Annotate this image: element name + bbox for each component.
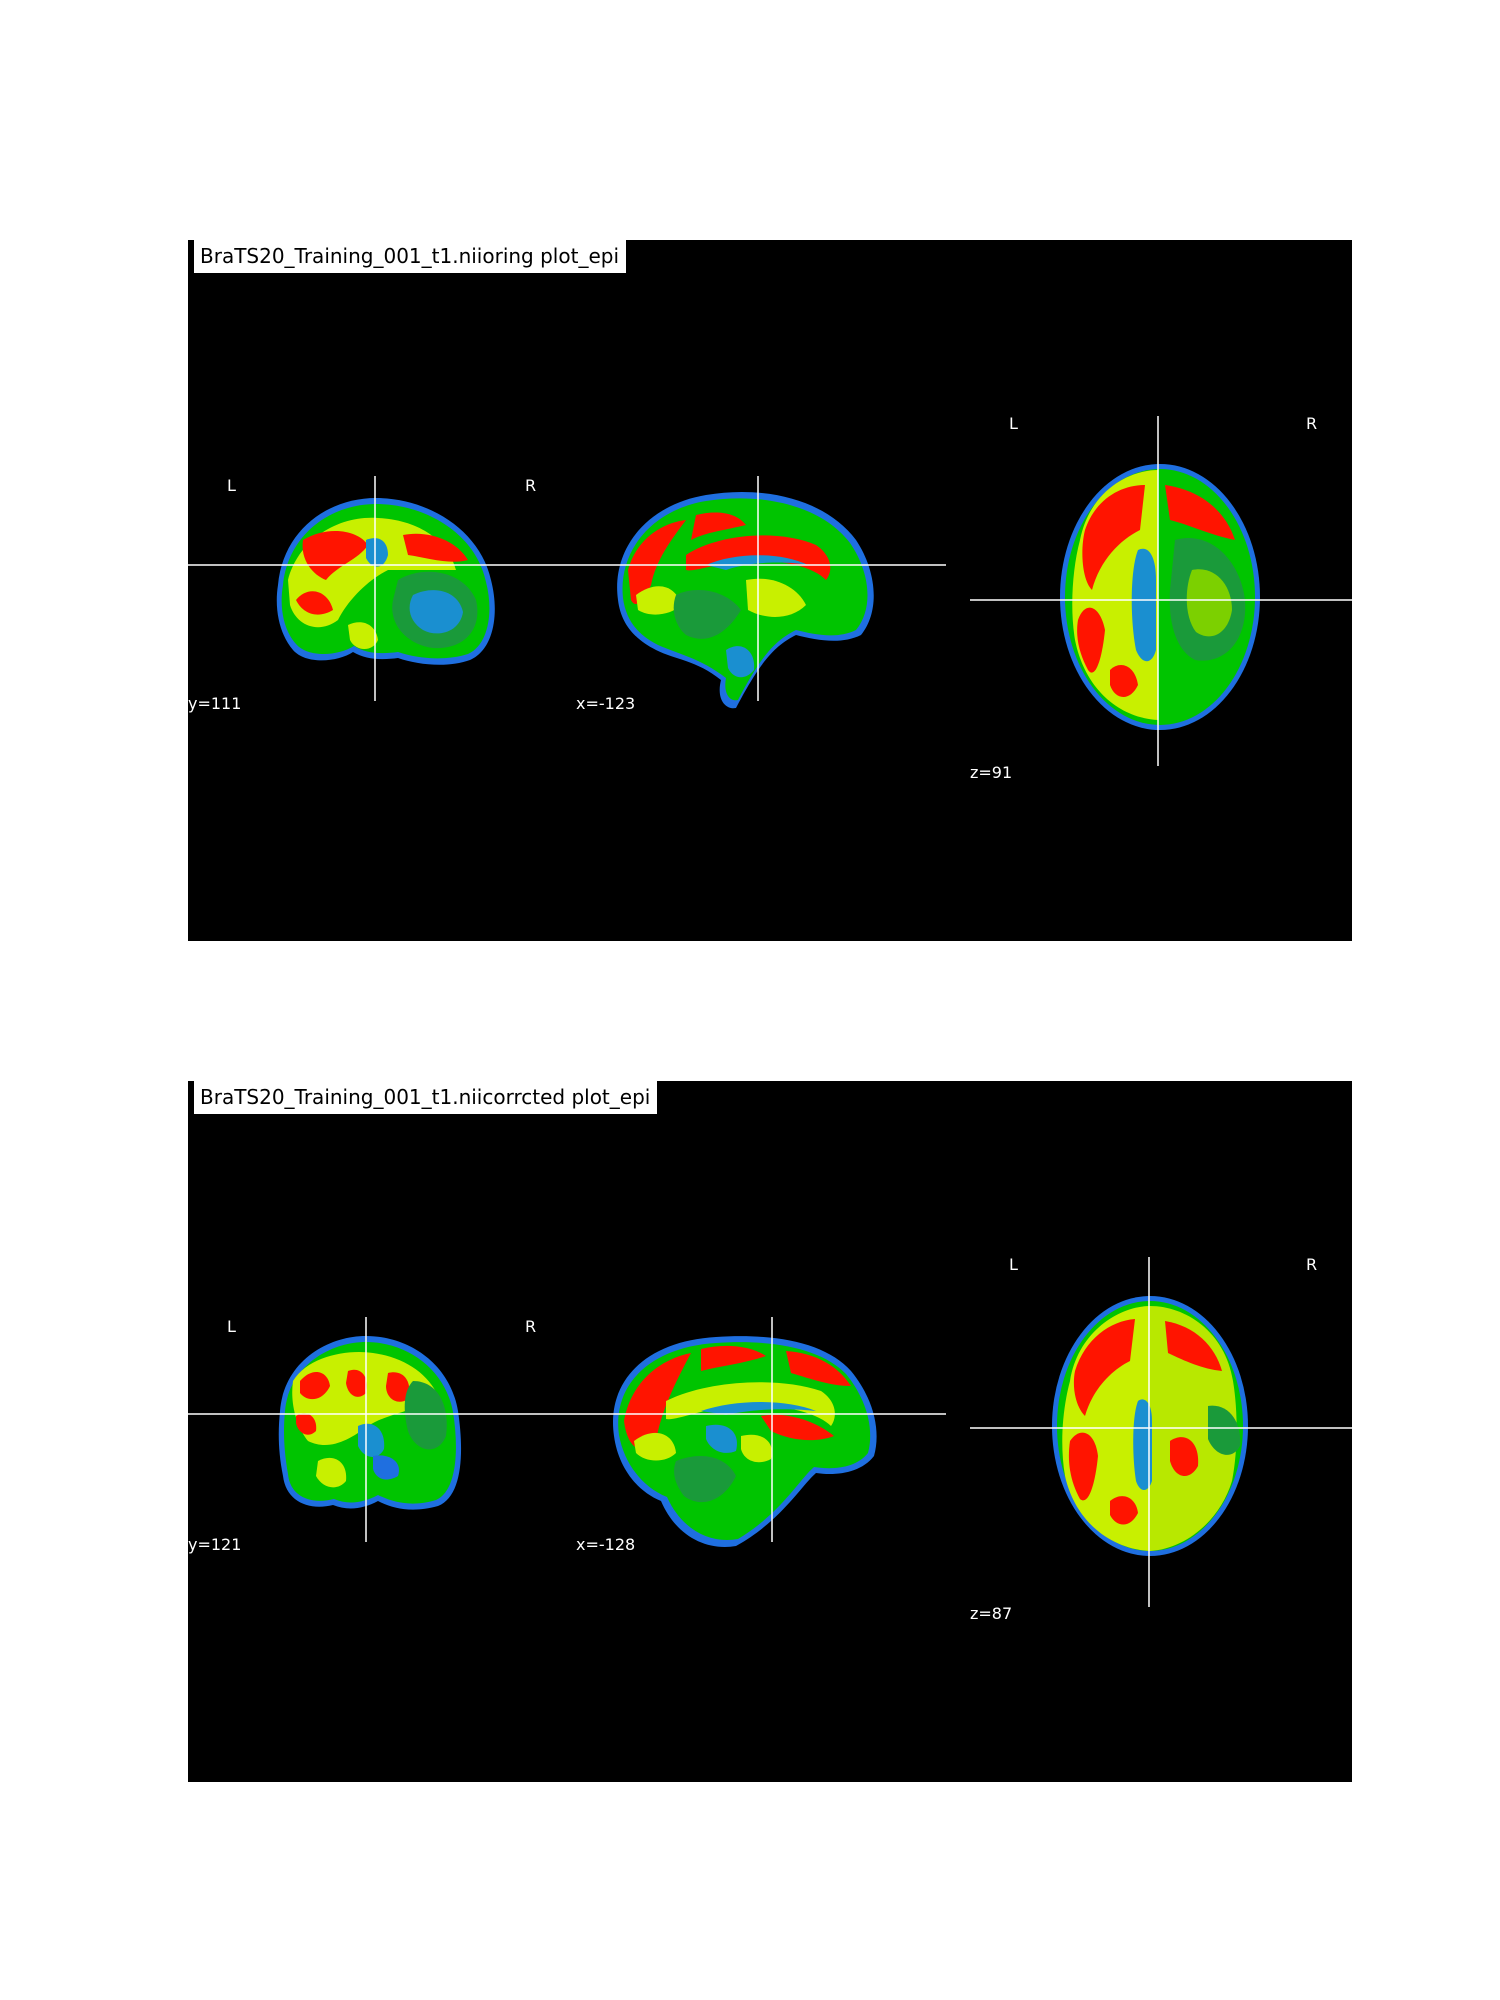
coronal-left-label: L xyxy=(227,476,236,495)
sagittal-view: x=-128 xyxy=(576,1081,946,1782)
coronal-view: L R y=111 xyxy=(188,240,576,941)
sagittal-slice-image xyxy=(576,1317,946,1547)
axial-right-label: R xyxy=(1306,1255,1318,1274)
coronal-slice-image xyxy=(188,1317,576,1542)
axial-view: L R z=87 xyxy=(970,1081,1352,1782)
coronal-coordinate-label: y=121 xyxy=(188,1535,242,1554)
axial-left-label: L xyxy=(1009,414,1018,433)
figure-panel-corrected: BraTS20_Training_001_t1.niicorrcted plot… xyxy=(188,1081,1352,1782)
sagittal-coordinate-label: x=-123 xyxy=(576,694,636,713)
axial-right-label: R xyxy=(1306,414,1318,433)
axial-slice-image xyxy=(970,1257,1352,1607)
coronal-slice-image xyxy=(188,476,576,701)
figure-panel-original: BraTS20_Training_001_t1.niioring plot_ep… xyxy=(188,240,1352,941)
axial-left-label: L xyxy=(1009,1255,1018,1274)
sagittal-coordinate-label: x=-128 xyxy=(576,1535,636,1554)
panel-title: BraTS20_Training_001_t1.niicorrcted plot… xyxy=(194,1081,658,1114)
sagittal-slice-image xyxy=(576,476,946,709)
axial-view: L R z=91 xyxy=(970,240,1352,941)
panel-title: BraTS20_Training_001_t1.niioring plot_ep… xyxy=(194,240,626,273)
coronal-coordinate-label: y=111 xyxy=(188,694,242,713)
coronal-left-label: L xyxy=(227,1317,236,1336)
coronal-right-label: R xyxy=(525,1317,537,1336)
axial-slice-image xyxy=(970,416,1352,766)
axial-coordinate-label: z=87 xyxy=(970,1604,1013,1623)
coronal-view: L R y=121 xyxy=(188,1081,576,1782)
sagittal-view: x=-123 xyxy=(576,240,946,941)
coronal-right-label: R xyxy=(525,476,537,495)
axial-coordinate-label: z=91 xyxy=(970,763,1013,782)
